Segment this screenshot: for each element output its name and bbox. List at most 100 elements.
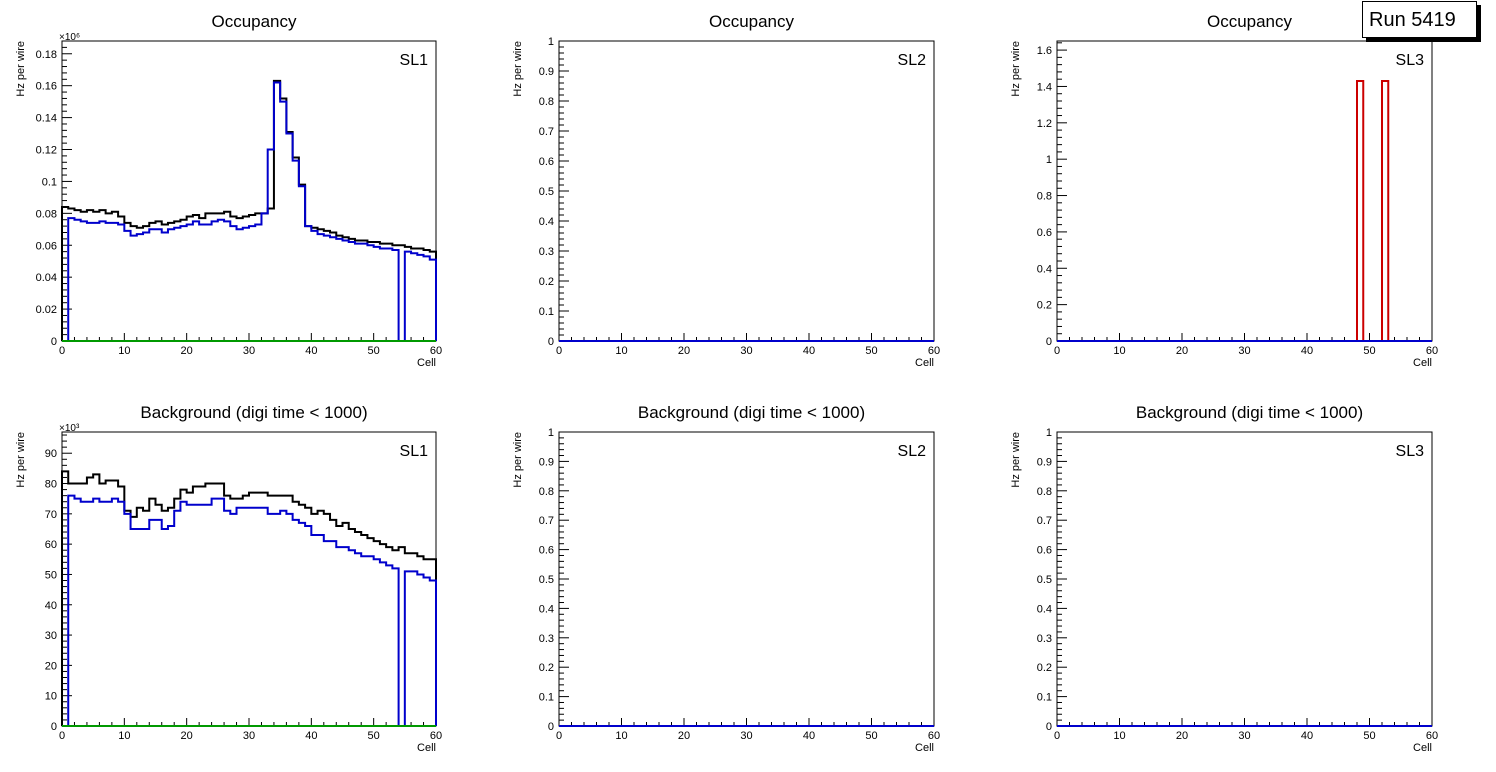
y-tick-label: 1 [548,36,554,48]
y-tick-label: 60 [45,539,57,551]
x-tick-label: 20 [1176,730,1188,742]
y-tick-label: 1 [1046,427,1052,439]
x-tick-label: 60 [430,345,442,357]
y-tick-label: 1 [548,427,554,439]
chart-title: Background (digi time < 1000) [1136,403,1363,422]
x-tick-label: 40 [803,730,815,742]
y-tick-label: 0 [51,336,57,348]
superlayer-label: SL1 [400,443,429,460]
y-tick-label: 0.9 [539,66,554,78]
histogram-series-blue [62,81,437,342]
y-tick-label: 0.6 [1037,545,1052,557]
y-tick-label: 70 [45,509,57,521]
chart-title: Background (digi time < 1000) [140,403,367,422]
y-axis-exponent: ×10³ [59,423,80,434]
superlayer-label: SL2 [898,443,927,460]
x-axis-label: Cell [915,742,934,754]
x-tick-label: 50 [865,730,877,742]
x-tick-label: 30 [740,345,752,357]
x-tick-label: 20 [181,345,193,357]
x-tick-label: 20 [678,730,690,742]
y-tick-label: 90 [45,448,57,460]
y-tick-label: 0.2 [539,662,554,674]
y-tick-label: 30 [45,630,57,642]
y-tick-label: 0.3 [539,246,554,258]
y-tick-label: 0 [548,336,554,348]
y-axis-exponent: ×10⁶ [59,32,80,43]
y-tick-label: 0.1 [1037,692,1052,704]
y-tick-label: 0.04 [36,272,57,284]
y-tick-label: 0.2 [539,276,554,288]
y-tick-label: 0.1 [42,176,57,188]
y-tick-label: 0.8 [539,96,554,108]
plot-frame [558,431,935,727]
y-tick-label: 0.2 [1037,662,1052,674]
y-tick-label: 0.3 [539,633,554,645]
y-axis-label: Hz per wire [1010,432,1022,488]
x-axis-label: Cell [417,357,436,369]
x-tick-label: 60 [430,730,442,742]
plot-frame [61,40,437,342]
y-tick-label: 10 [45,691,57,703]
x-tick-label: 40 [1301,730,1313,742]
y-tick-label: 0.6 [539,156,554,168]
y-tick-label: 0.9 [539,456,554,468]
x-axis-label: Cell [915,357,934,369]
y-tick-label: 1.2 [1037,118,1052,130]
x-tick-label: 50 [1363,730,1375,742]
y-tick-label: 0.6 [1037,227,1052,239]
chart-title: Occupancy [211,12,297,31]
histogram-series-blue [62,494,437,727]
y-tick-label: 0.1 [539,306,554,318]
y-tick-label: 0.4 [1037,603,1052,615]
histogram-series-black [61,470,437,726]
y-tick-label: 1.4 [1037,81,1052,93]
histogram-series-black [61,79,437,341]
x-tick-label: 10 [118,730,130,742]
y-axis-label: Hz per wire [512,41,524,97]
y-tick-label: 0.7 [1037,515,1052,527]
x-tick-label: 0 [556,345,562,357]
x-tick-label: 10 [615,730,627,742]
y-tick-label: 0 [1046,336,1052,348]
x-tick-label: 50 [865,345,877,357]
y-tick-label: 0 [1046,721,1052,733]
y-tick-label: 0.2 [1037,300,1052,312]
superlayer-label: SL3 [1396,443,1425,460]
run-label: Run 5419 [1362,1,1477,38]
y-axis-label: Hz per wire [15,432,27,488]
x-tick-label: 50 [368,345,380,357]
x-tick-label: 40 [305,730,317,742]
x-tick-label: 60 [928,730,940,742]
y-tick-label: 1.6 [1037,45,1052,57]
x-tick-label: 30 [1238,345,1250,357]
y-tick-label: 0.5 [539,186,554,198]
x-tick-label: 20 [678,345,690,357]
y-tick-label: 0.7 [539,126,554,138]
y-tick-label: 0.4 [1037,263,1052,275]
superlayer-label: SL3 [1396,52,1425,69]
x-tick-label: 40 [803,345,815,357]
x-tick-label: 60 [1426,345,1438,357]
y-tick-label: 0.16 [36,81,57,93]
x-tick-label: 10 [118,345,130,357]
y-tick-label: 0 [51,721,57,733]
x-tick-label: 0 [556,730,562,742]
y-tick-label: 0.6 [539,545,554,557]
y-tick-label: 0.4 [539,603,554,615]
x-tick-label: 30 [243,345,255,357]
y-tick-label: 0.3 [1037,633,1052,645]
x-axis-label: Cell [417,742,436,754]
x-tick-label: 50 [1363,345,1375,357]
chart-panel-5: Background (digi time < 1000) SL2 Cell Hz p… [512,403,940,754]
y-tick-label: 0.5 [1037,574,1052,586]
x-tick-label: 10 [1113,730,1125,742]
y-tick-label: 0.8 [539,486,554,498]
x-tick-label: 10 [615,345,627,357]
x-tick-label: 40 [1301,345,1313,357]
y-tick-label: 80 [45,479,57,491]
y-tick-label: 0.9 [1037,456,1052,468]
chart-panel-4: Background (digi time < 1000) SL1 Cell Hz p… [15,403,442,754]
superlayer-label: SL1 [400,52,429,69]
